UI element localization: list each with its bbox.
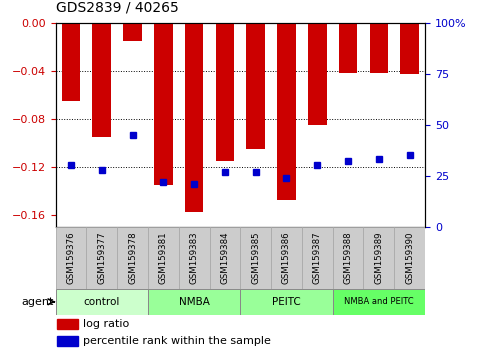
FancyBboxPatch shape <box>240 227 271 289</box>
Text: GDS2839 / 40265: GDS2839 / 40265 <box>56 0 178 14</box>
Text: GSM159376: GSM159376 <box>67 231 75 284</box>
FancyBboxPatch shape <box>333 227 364 289</box>
FancyBboxPatch shape <box>56 227 86 289</box>
Bar <box>62 23 80 101</box>
Text: GSM159385: GSM159385 <box>251 231 260 284</box>
FancyBboxPatch shape <box>240 289 333 315</box>
Text: NMBA and PEITC: NMBA and PEITC <box>344 297 413 306</box>
FancyBboxPatch shape <box>364 227 394 289</box>
Bar <box>308 23 327 125</box>
Text: GSM159384: GSM159384 <box>220 231 229 284</box>
FancyBboxPatch shape <box>333 289 425 315</box>
Bar <box>154 23 172 185</box>
FancyBboxPatch shape <box>394 227 425 289</box>
Bar <box>215 23 234 161</box>
Text: PEITC: PEITC <box>272 297 301 307</box>
Bar <box>339 23 357 73</box>
FancyBboxPatch shape <box>271 227 302 289</box>
Bar <box>92 23 111 137</box>
FancyBboxPatch shape <box>148 227 179 289</box>
Bar <box>185 23 203 212</box>
FancyBboxPatch shape <box>117 227 148 289</box>
Bar <box>123 23 142 41</box>
Text: percentile rank within the sample: percentile rank within the sample <box>83 336 271 346</box>
Bar <box>57 336 78 346</box>
Bar <box>246 23 265 149</box>
Text: NMBA: NMBA <box>179 297 210 307</box>
FancyBboxPatch shape <box>179 227 210 289</box>
Bar <box>57 319 78 329</box>
Text: GSM159386: GSM159386 <box>282 231 291 284</box>
Text: GSM159378: GSM159378 <box>128 231 137 284</box>
FancyBboxPatch shape <box>56 289 148 315</box>
Bar <box>369 23 388 73</box>
Text: control: control <box>84 297 120 307</box>
Bar <box>400 23 419 74</box>
FancyBboxPatch shape <box>148 289 240 315</box>
Text: GSM159389: GSM159389 <box>374 231 384 284</box>
FancyBboxPatch shape <box>210 227 240 289</box>
Text: GSM159390: GSM159390 <box>405 231 414 284</box>
Text: GSM159381: GSM159381 <box>159 231 168 284</box>
FancyBboxPatch shape <box>86 227 117 289</box>
Text: agent: agent <box>22 297 54 307</box>
Text: GSM159377: GSM159377 <box>97 231 106 284</box>
Text: GSM159387: GSM159387 <box>313 231 322 284</box>
FancyBboxPatch shape <box>302 227 333 289</box>
Bar <box>277 23 296 200</box>
Text: GSM159388: GSM159388 <box>343 231 353 284</box>
Text: log ratio: log ratio <box>83 319 129 330</box>
Text: GSM159383: GSM159383 <box>190 231 199 284</box>
